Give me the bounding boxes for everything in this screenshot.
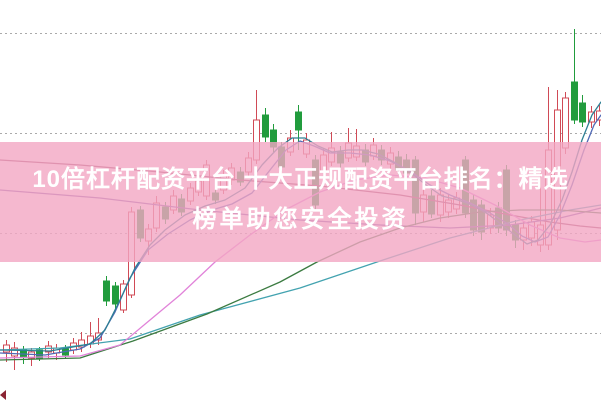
- corner-partial-glyph: [0, 390, 6, 400]
- promo-banner: 10倍杠杆配资平台 十大正规配资平台排名：精选 榜单助您安全投资: [0, 142, 601, 262]
- promo-banner-line1: 10倍杠杆配资平台 十大正规配资平台排名：精选: [32, 166, 569, 193]
- promo-banner-line2: 榜单助您安全投资: [192, 206, 409, 233]
